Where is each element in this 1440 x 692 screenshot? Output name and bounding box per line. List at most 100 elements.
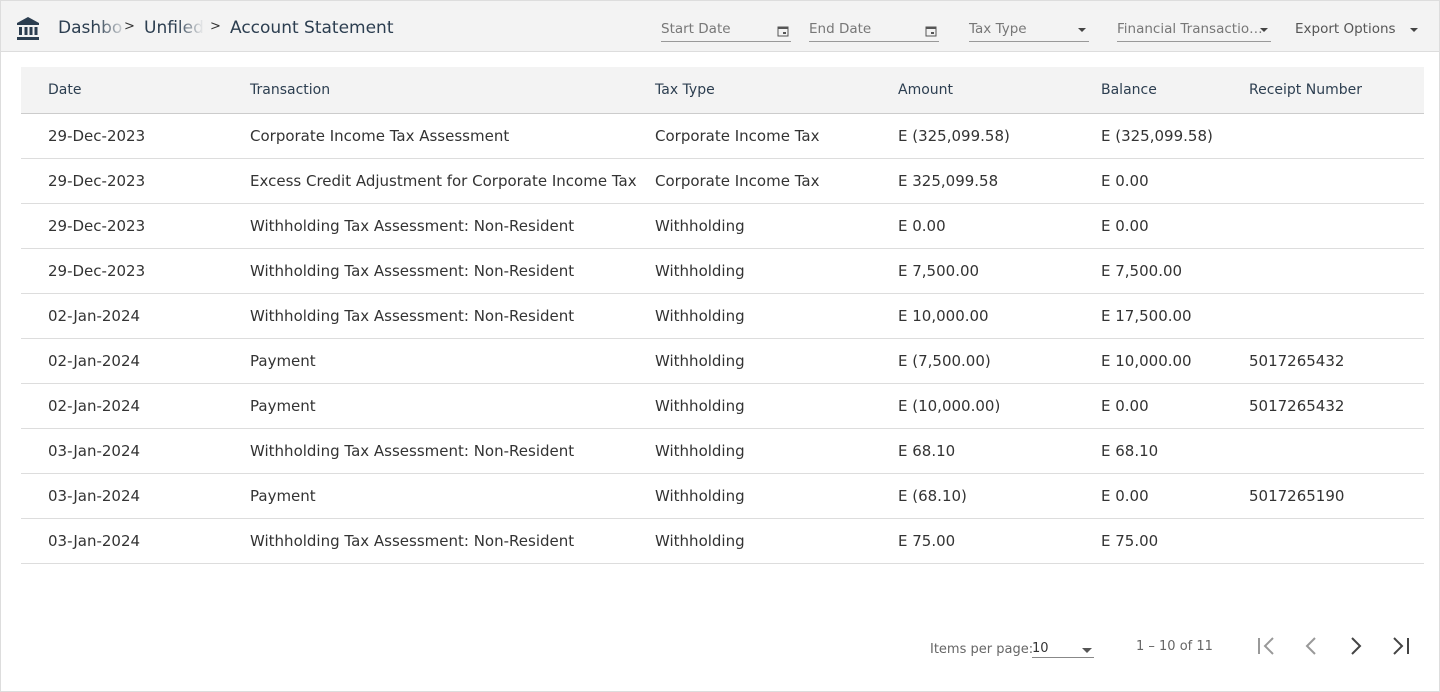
table-cell: 29-Dec-2023 xyxy=(21,113,250,159)
table-cell: E 10,000.00 xyxy=(898,293,1101,339)
table-cell: E 7,500.00 xyxy=(1101,248,1249,294)
empty-cell xyxy=(1249,203,1424,249)
empty-cell xyxy=(1249,113,1424,159)
breadcrumb-separator: > xyxy=(210,19,221,34)
table-cell: Withholding Tax Assessment: Non-Resident xyxy=(250,293,655,339)
breadcrumb-separator: > xyxy=(124,19,135,34)
table-cell: E 75.00 xyxy=(1101,518,1249,564)
page-size-value: 10 xyxy=(1032,641,1049,656)
end-date-input[interactable]: End Date xyxy=(809,21,939,42)
last-page-button[interactable] xyxy=(1393,637,1409,655)
table-row: 02-Jan-2024 Withholding Tax Assessment: N… xyxy=(21,293,1424,339)
table-cell: Withholding Tax Assessment: Non-Resident xyxy=(250,518,655,564)
tax-type-select[interactable]: Tax Type xyxy=(969,21,1089,42)
statement-table: Date Transaction Tax Type Amount Balance Rece… xyxy=(21,67,1424,564)
breadcrumb-link[interactable]: Dashbo xyxy=(58,18,123,38)
items-per-page-label: Items per page: xyxy=(930,642,1034,657)
empty-cell xyxy=(1249,248,1424,294)
table-row: 29-Dec-2023 Corporate Income Tax Assessme… xyxy=(21,113,1424,159)
table-cell: E (325,099.58) xyxy=(1101,113,1249,159)
table-cell: 03-Jan-2024 xyxy=(21,428,250,474)
table-cell: E 0.00 xyxy=(1101,158,1249,204)
column-header: Balance xyxy=(1101,67,1249,114)
table-cell: E 0.00 xyxy=(1101,203,1249,249)
calendar-icon[interactable] xyxy=(777,25,789,37)
button-label: Export Options xyxy=(1295,21,1396,37)
first-page-button[interactable] xyxy=(1258,637,1274,655)
table-cell: E 0.00 xyxy=(898,203,1101,249)
page-size-select[interactable]: 10 xyxy=(1032,641,1094,658)
financial-transactions-select[interactable]: Financial Transactio… xyxy=(1117,21,1271,42)
table-cell: 5017265432 xyxy=(1249,383,1424,429)
empty-cell xyxy=(1249,158,1424,204)
top-bar: Dashbo > Unfiled > Account Statement Sta… xyxy=(1,1,1439,52)
table-cell: 02-Jan-2024 xyxy=(21,293,250,339)
table-row: 02-Jan-2024 Payment Withholding E (10,000.0… xyxy=(21,383,1424,429)
calendar-icon[interactable] xyxy=(925,25,937,37)
dropdown-arrow xyxy=(1410,28,1418,32)
table-row: 02-Jan-2024 Payment Withholding E (7,500.00… xyxy=(21,338,1424,384)
table-row: 03-Jan-2024 Withholding Tax Assessment: N… xyxy=(21,518,1424,564)
column-header: Tax Type xyxy=(655,67,898,114)
column-header: Amount xyxy=(898,67,1101,114)
start-date-input[interactable]: Start Date xyxy=(661,21,791,42)
table-row: 29-Dec-2023 Withholding Tax Assessment: N… xyxy=(21,248,1424,294)
empty-cell xyxy=(1249,428,1424,474)
column-header: Transaction xyxy=(250,67,655,114)
table-cell: Withholding Tax Assessment: Non-Resident xyxy=(250,248,655,294)
table-cell: Withholding xyxy=(655,518,898,564)
table-cell: E 68.10 xyxy=(898,428,1101,474)
table-cell: E 0.00 xyxy=(1101,383,1249,429)
table-cell: Corporate Income Tax xyxy=(655,158,898,204)
empty-cell xyxy=(1249,293,1424,339)
table-cell: E (10,000.00) xyxy=(898,383,1101,429)
table-cell: E 325,099.58 xyxy=(898,158,1101,204)
table-cell: 03-Jan-2024 xyxy=(21,518,250,564)
table-cell: 29-Dec-2023 xyxy=(21,158,250,204)
table-cell: Payment xyxy=(250,383,655,429)
table-body: 29-Dec-2023 Corporate Income Tax Assessme… xyxy=(21,113,1424,564)
table-cell: Withholding Tax Assessment: Non-Resident xyxy=(250,203,655,249)
table-cell: E 75.00 xyxy=(898,518,1101,564)
export-options-button[interactable]: Export Options xyxy=(1295,21,1421,41)
table-cell: E 17,500.00 xyxy=(1101,293,1249,339)
table-cell: Withholding xyxy=(655,473,898,519)
dropdown-arrow xyxy=(1078,28,1086,32)
header-row: Date Transaction Tax Type Amount Balance Rece… xyxy=(21,67,1424,114)
dropdown-arrow xyxy=(1082,648,1092,653)
table-row: 29-Dec-2023 Withholding Tax Assessment: N… xyxy=(21,203,1424,249)
table-cell: Payment xyxy=(250,338,655,384)
table-row: 03-Jan-2024 Withholding Tax Assessment: N… xyxy=(21,428,1424,474)
table-cell: 02-Jan-2024 xyxy=(21,383,250,429)
next-page-button[interactable] xyxy=(1351,637,1362,655)
home-icon[interactable] xyxy=(15,15,41,41)
column-header: Receipt Number xyxy=(1249,67,1424,114)
table-cell: 5017265190 xyxy=(1249,473,1424,519)
table-cell: E 7,500.00 xyxy=(898,248,1101,294)
table-cell: E (68.10) xyxy=(898,473,1101,519)
dropdown-arrow xyxy=(1260,28,1268,32)
table-cell: Withholding xyxy=(655,203,898,249)
table-cell: 5017265432 xyxy=(1249,338,1424,384)
table-cell: E (7,500.00) xyxy=(898,338,1101,384)
table-row: 29-Dec-2023 Excess Credit Adjustment for … xyxy=(21,158,1424,204)
table-cell: E 10,000.00 xyxy=(1101,338,1249,384)
placeholder: Financial Transactio… xyxy=(1117,21,1263,37)
pagination-buttons xyxy=(1258,637,1409,655)
previous-page-button[interactable] xyxy=(1305,637,1316,655)
table-cell: Withholding xyxy=(655,248,898,294)
placeholder: Tax Type xyxy=(969,21,1027,37)
table-cell: Withholding xyxy=(655,338,898,384)
table-row: 03-Jan-2024 Payment Withholding E (68.10) E … xyxy=(21,473,1424,519)
range-label: 1 – 10 of 11 xyxy=(1136,639,1213,654)
table-cell: Withholding Tax Assessment: Non-Resident xyxy=(250,428,655,474)
breadcrumb-current: Account Statement xyxy=(230,18,394,38)
empty-cell xyxy=(1249,518,1424,564)
table-cell: E (325,099.58) xyxy=(898,113,1101,159)
table-cell: 29-Dec-2023 xyxy=(21,248,250,294)
table-cell: Corporate Income Tax xyxy=(655,113,898,159)
table-cell: E 0.00 xyxy=(1101,473,1249,519)
breadcrumb-link[interactable]: Unfiled xyxy=(144,18,204,38)
table-cell: E 68.10 xyxy=(1101,428,1249,474)
